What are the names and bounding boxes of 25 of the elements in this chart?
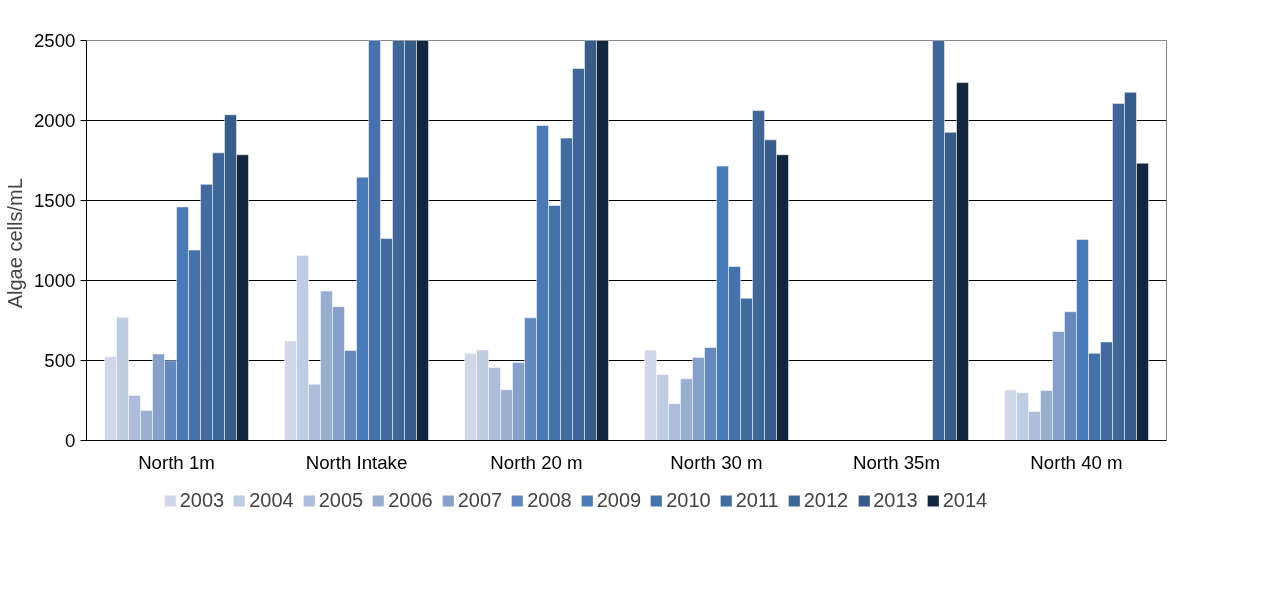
x-tick-label: North 30 m (670, 451, 763, 473)
legend-label: 2012 (803, 488, 849, 512)
y-tick-label: 1500 (34, 190, 76, 211)
y-tick-label: 0 (65, 430, 76, 451)
x-tick-label: North 20 m (490, 451, 583, 473)
legend-label: 2007 (457, 488, 503, 512)
y-tick-label: 1000 (34, 270, 76, 291)
y-tick-label: 2500 (34, 30, 76, 51)
x-tick-label: North 1m (138, 451, 215, 473)
x-tick-label: North 40 m (1030, 451, 1123, 473)
legend-label: 2008 (527, 488, 572, 512)
y-tick-label: 2000 (34, 110, 76, 131)
legend-label: 2013 (873, 488, 918, 512)
legend-label: 2009 (596, 488, 642, 512)
legend-label: 2010 (666, 488, 711, 512)
legend-label: 2003 (179, 488, 225, 512)
legend-label: 2004 (249, 488, 294, 512)
x-tick-label: North Intake (305, 451, 408, 473)
legend-label: 2014 (942, 488, 988, 512)
x-tick-label: North 35m (852, 451, 941, 473)
legend-label: 2005 (318, 488, 364, 512)
y-tick-label: 500 (44, 350, 76, 371)
legend-label: 2006 (388, 488, 433, 512)
y-axis-title: Algae cells/mL (4, 178, 26, 309)
legend-label: 2011 (735, 488, 779, 512)
